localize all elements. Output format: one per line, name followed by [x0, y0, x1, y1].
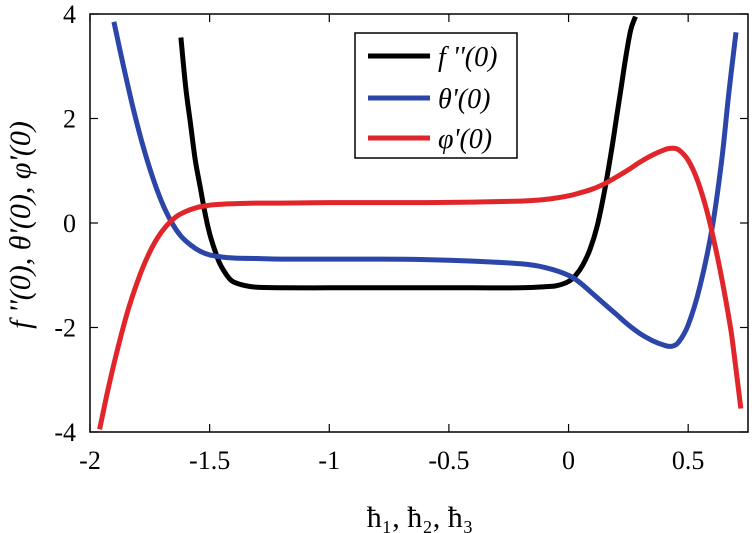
series-group — [97, 15, 744, 430]
x-tick-label: -2 — [79, 446, 101, 475]
legend-label-theta: θ'(0) — [438, 84, 490, 115]
y-axis-label: f ''(0), θ'(0), φ'(0) — [4, 121, 37, 329]
x-tick-label: -1.5 — [189, 446, 230, 475]
y-tick-label: 4 — [63, 0, 76, 29]
series-line-f-double-prime — [178, 15, 638, 291]
y-tick-label: 0 — [63, 209, 76, 238]
legend-label-phi: φ'(0) — [438, 124, 492, 155]
x-tick-label: -1 — [318, 446, 340, 475]
series-line-theta-prime — [111, 21, 739, 349]
legend-label-f: f ''(0) — [438, 42, 497, 73]
x-tick-label: 0 — [562, 446, 575, 475]
series-line-phi-prime — [97, 145, 744, 430]
y-tick-label: -4 — [54, 418, 76, 447]
legend: f ''(0) θ'(0) φ'(0) — [354, 32, 518, 159]
x-axis-label: ħ₁, ħ₂, ħ₃ — [367, 501, 473, 533]
x-tick-label: 0.5 — [672, 446, 705, 475]
y-tick-label: -2 — [54, 314, 76, 343]
y-tick-label: 2 — [63, 105, 76, 134]
x-tick-label: -0.5 — [428, 446, 469, 475]
